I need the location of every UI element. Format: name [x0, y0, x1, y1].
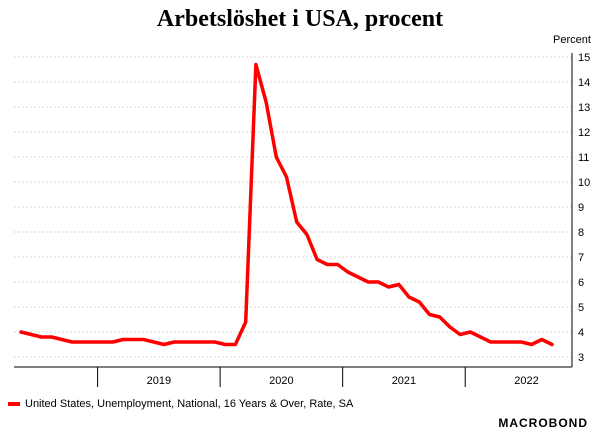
- legend-label: United States, Unemployment, National, 1…: [25, 398, 354, 410]
- y-tick-label: 12: [578, 127, 590, 139]
- legend: United States, Unemployment, National, 1…: [8, 398, 353, 410]
- gridlines: [14, 56, 572, 358]
- y-tick-label: 9: [578, 202, 584, 214]
- y-tick-label: 15: [578, 52, 590, 64]
- x-tick-label: 2022: [514, 375, 538, 387]
- y-axis-unit-label: Percent: [553, 34, 591, 46]
- y-tick-labels: 3 4 5 6 7 8 9 10 11 12 13 14 15: [578, 52, 590, 364]
- series-line-unemployment: [19, 62, 554, 347]
- y-tick-label: 7: [578, 252, 584, 264]
- y-tick-label: 13: [578, 102, 590, 114]
- y-tick-label: 10: [578, 177, 590, 189]
- y-tick-label: 11: [578, 152, 589, 164]
- series-lines: [19, 62, 554, 347]
- x-tick-label: 2020: [269, 375, 293, 387]
- y-tick-label: 5: [578, 302, 584, 314]
- y-tick-label: 14: [578, 77, 590, 89]
- x-tick-label: 2021: [392, 375, 416, 387]
- legend-swatch: [8, 402, 20, 406]
- chart-title: Arbetslöshet i USA, procent: [156, 6, 444, 32]
- y-tick-label: 4: [578, 327, 584, 339]
- y-tick-label: 6: [578, 277, 584, 289]
- y-tick-label: 8: [578, 227, 584, 239]
- x-tick-label: 2019: [147, 375, 171, 387]
- x-tick-labels: 2019 2020 2021 2022: [147, 375, 539, 387]
- brand-logo: MACROBOND: [498, 416, 588, 430]
- y-tick-label: 3: [578, 352, 584, 364]
- axes: [14, 53, 573, 387]
